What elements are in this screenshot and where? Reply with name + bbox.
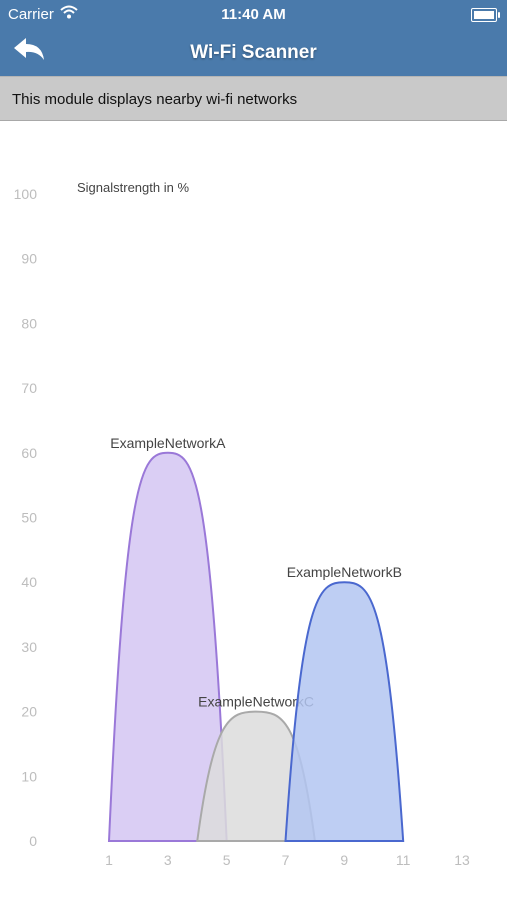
- y-axis-ticks: 0 10 20 30 40 50 60 70 80 90 100: [14, 186, 38, 849]
- x-tick-label: 9: [340, 852, 348, 868]
- battery-icon: [471, 8, 500, 22]
- y-tick-label: 90: [21, 251, 37, 267]
- y-tick-label: 70: [21, 380, 37, 396]
- y-tick-label: 40: [21, 574, 37, 590]
- y-tick-label: 50: [21, 510, 37, 526]
- page-title: Wi-Fi Scanner: [190, 42, 317, 63]
- series-label: ExampleNetworkB: [287, 564, 402, 580]
- y-tick-label: 30: [21, 639, 37, 655]
- info-text: This module displays nearby wi-fi networ…: [12, 91, 298, 108]
- x-tick-label: 11: [396, 852, 411, 868]
- y-tick-label: 0: [29, 833, 37, 849]
- info-banner: This module displays nearby wi-fi networ…: [0, 76, 507, 121]
- series-layer: ExampleNetworkA ExampleNetworkC ExampleNet…: [107, 435, 405, 842]
- series-label: ExampleNetworkA: [110, 435, 226, 451]
- y-tick-label: 60: [21, 445, 37, 461]
- carrier-label: Carrier: [8, 6, 54, 23]
- status-bar: Carrier 11:40 AM: [0, 0, 507, 28]
- series-area-examplenetworka: [107, 451, 228, 842]
- x-tick-label: 3: [164, 852, 172, 868]
- navigation-bar: Wi-Fi Scanner: [0, 28, 507, 76]
- y-tick-label: 10: [21, 768, 37, 784]
- x-tick-label: 13: [454, 852, 470, 868]
- wifi-icon: [60, 5, 78, 23]
- x-tick-label: 1: [105, 852, 113, 868]
- y-tick-label: 20: [21, 704, 37, 720]
- status-time: 11:40 AM: [221, 6, 286, 23]
- y-tick-label: 80: [21, 315, 37, 331]
- y-axis-label: Signalstrength in %: [77, 180, 189, 195]
- x-tick-label: 5: [223, 852, 231, 868]
- series-area-examplenetworkb: [284, 581, 405, 842]
- series-label: ExampleNetworkC: [198, 694, 314, 710]
- back-arrow-icon[interactable]: [12, 36, 52, 66]
- y-tick-label: 100: [14, 186, 38, 202]
- x-axis-ticks: 1 3 5 7 9 11 13: [105, 852, 470, 868]
- x-tick-label: 7: [282, 852, 290, 868]
